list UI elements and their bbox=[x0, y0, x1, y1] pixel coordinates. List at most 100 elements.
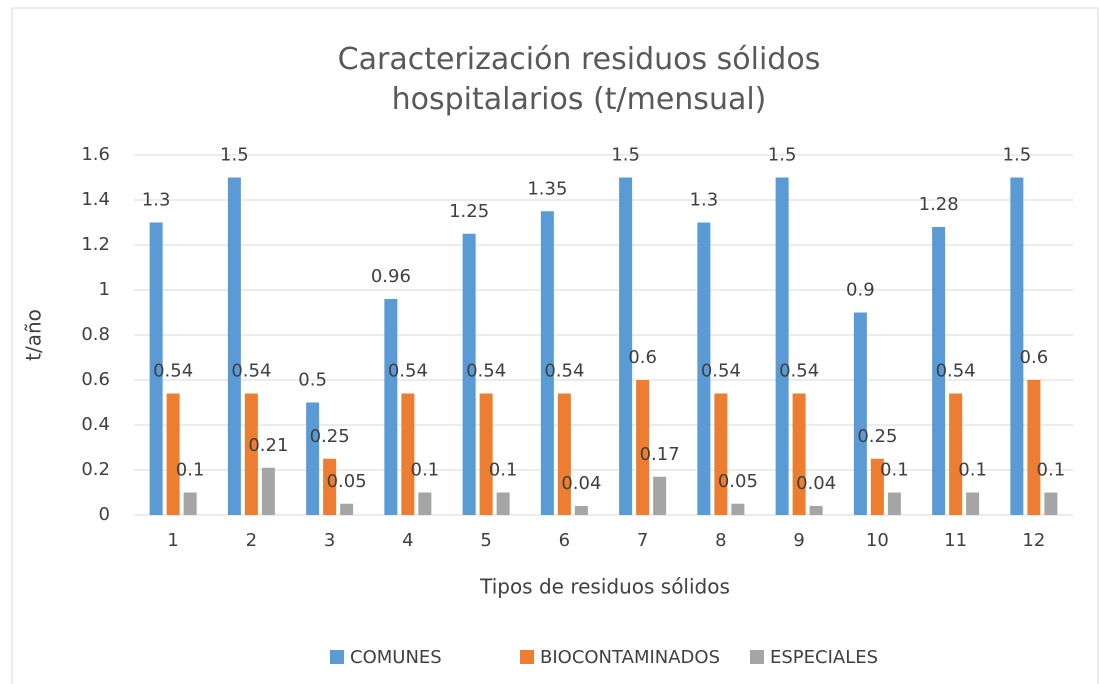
x-tick-label: 8 bbox=[715, 530, 726, 551]
bar bbox=[932, 227, 946, 515]
y-tick-label: 0.8 bbox=[81, 324, 110, 345]
data-label: 0.1 bbox=[1037, 460, 1066, 481]
data-label: 0.25 bbox=[857, 426, 897, 447]
y-tick-label: 1 bbox=[99, 279, 110, 300]
bar bbox=[261, 467, 275, 515]
bar bbox=[966, 492, 980, 515]
legend-swatch bbox=[520, 650, 534, 664]
bar bbox=[306, 402, 320, 515]
data-label: 0.1 bbox=[411, 460, 440, 481]
chart-border bbox=[11, 7, 1099, 684]
data-label: 0.96 bbox=[371, 266, 411, 287]
bar bbox=[853, 312, 867, 515]
data-label: 0.54 bbox=[544, 361, 584, 382]
data-label: 1.5 bbox=[220, 145, 249, 166]
data-label: 0.9 bbox=[846, 280, 875, 301]
bar bbox=[636, 380, 650, 515]
bar bbox=[418, 492, 432, 515]
x-tick-label: 11 bbox=[944, 530, 967, 551]
bar bbox=[323, 458, 337, 515]
data-label: 0.04 bbox=[796, 473, 836, 494]
data-label: 0.17 bbox=[640, 444, 680, 465]
x-tick-label: 4 bbox=[402, 530, 413, 551]
data-label: 1.28 bbox=[919, 194, 959, 215]
bar bbox=[574, 506, 588, 515]
x-tick-label: 12 bbox=[1022, 530, 1045, 551]
x-tick-label: 10 bbox=[866, 530, 889, 551]
data-label: 0.04 bbox=[561, 473, 601, 494]
data-label: 0.21 bbox=[248, 435, 288, 456]
data-label: 1.5 bbox=[611, 145, 640, 166]
chart-title: Caracterización residuos sólidos hospita… bbox=[337, 42, 821, 117]
bar bbox=[479, 393, 493, 515]
bar bbox=[227, 177, 241, 515]
x-tick-label: 7 bbox=[637, 530, 648, 551]
y-tick-label: 0.6 bbox=[81, 369, 110, 390]
y-tick-label: 1.4 bbox=[81, 189, 110, 210]
y-tick-label: 0.2 bbox=[81, 459, 110, 480]
bar bbox=[183, 492, 197, 515]
bar bbox=[775, 177, 789, 515]
legend-label: BIOCONTAMINADOS bbox=[540, 647, 720, 668]
data-label: 0.1 bbox=[958, 460, 987, 481]
bar bbox=[792, 393, 806, 515]
data-label: 0.5 bbox=[298, 370, 327, 391]
bar bbox=[462, 233, 476, 515]
data-label: 0.54 bbox=[388, 361, 428, 382]
x-tick-label: 1 bbox=[167, 530, 178, 551]
data-label: 0.54 bbox=[153, 361, 193, 382]
bar bbox=[149, 222, 163, 515]
data-label: 0.54 bbox=[779, 361, 819, 382]
bar bbox=[809, 506, 823, 515]
data-label: 1.5 bbox=[1003, 145, 1032, 166]
bar bbox=[870, 458, 884, 515]
bar bbox=[401, 393, 415, 515]
legend-label: ESPECIALES bbox=[770, 647, 878, 668]
legend-swatch bbox=[330, 650, 344, 664]
data-label: 0.54 bbox=[231, 361, 271, 382]
x-tick-label: 9 bbox=[793, 530, 804, 551]
bar bbox=[619, 177, 633, 515]
data-label: 1.35 bbox=[527, 178, 567, 199]
data-label: 1.3 bbox=[142, 190, 171, 211]
x-tick-label: 3 bbox=[324, 530, 335, 551]
x-tick-label: 6 bbox=[559, 530, 570, 551]
bar bbox=[949, 393, 963, 515]
y-tick-label: 1.6 bbox=[81, 144, 110, 165]
x-tick-label: 2 bbox=[246, 530, 257, 551]
y-tick-label: 0.4 bbox=[81, 414, 110, 435]
bar bbox=[244, 393, 258, 515]
data-label: 0.54 bbox=[701, 361, 741, 382]
bar bbox=[731, 503, 745, 515]
data-label: 0.1 bbox=[176, 460, 205, 481]
data-label: 1.25 bbox=[449, 201, 489, 222]
bar bbox=[887, 492, 901, 515]
bar bbox=[1010, 177, 1024, 515]
data-label: 1.5 bbox=[768, 145, 797, 166]
data-label: 0.25 bbox=[310, 426, 350, 447]
y-tick-label: 1.2 bbox=[81, 234, 110, 255]
data-label: 0.54 bbox=[936, 361, 976, 382]
data-label: 0.1 bbox=[880, 460, 909, 481]
data-label: 0.1 bbox=[489, 460, 518, 481]
bar bbox=[496, 492, 510, 515]
data-label: 1.3 bbox=[690, 190, 719, 211]
bar bbox=[653, 476, 667, 515]
data-label: 0.05 bbox=[327, 471, 367, 492]
bar bbox=[384, 299, 398, 515]
y-tick-label: 0 bbox=[99, 504, 110, 525]
data-label: 0.54 bbox=[466, 361, 506, 382]
bar bbox=[697, 222, 711, 515]
bar bbox=[1044, 492, 1058, 515]
bar bbox=[714, 393, 728, 515]
bar bbox=[540, 211, 554, 515]
bar bbox=[557, 393, 571, 515]
bar bbox=[340, 503, 354, 515]
legend-swatch bbox=[750, 650, 764, 664]
y-axis-title: t/año bbox=[22, 309, 46, 361]
legend-label: COMUNES bbox=[350, 647, 442, 668]
x-tick-label: 5 bbox=[480, 530, 491, 551]
data-label: 0.6 bbox=[1020, 347, 1049, 368]
